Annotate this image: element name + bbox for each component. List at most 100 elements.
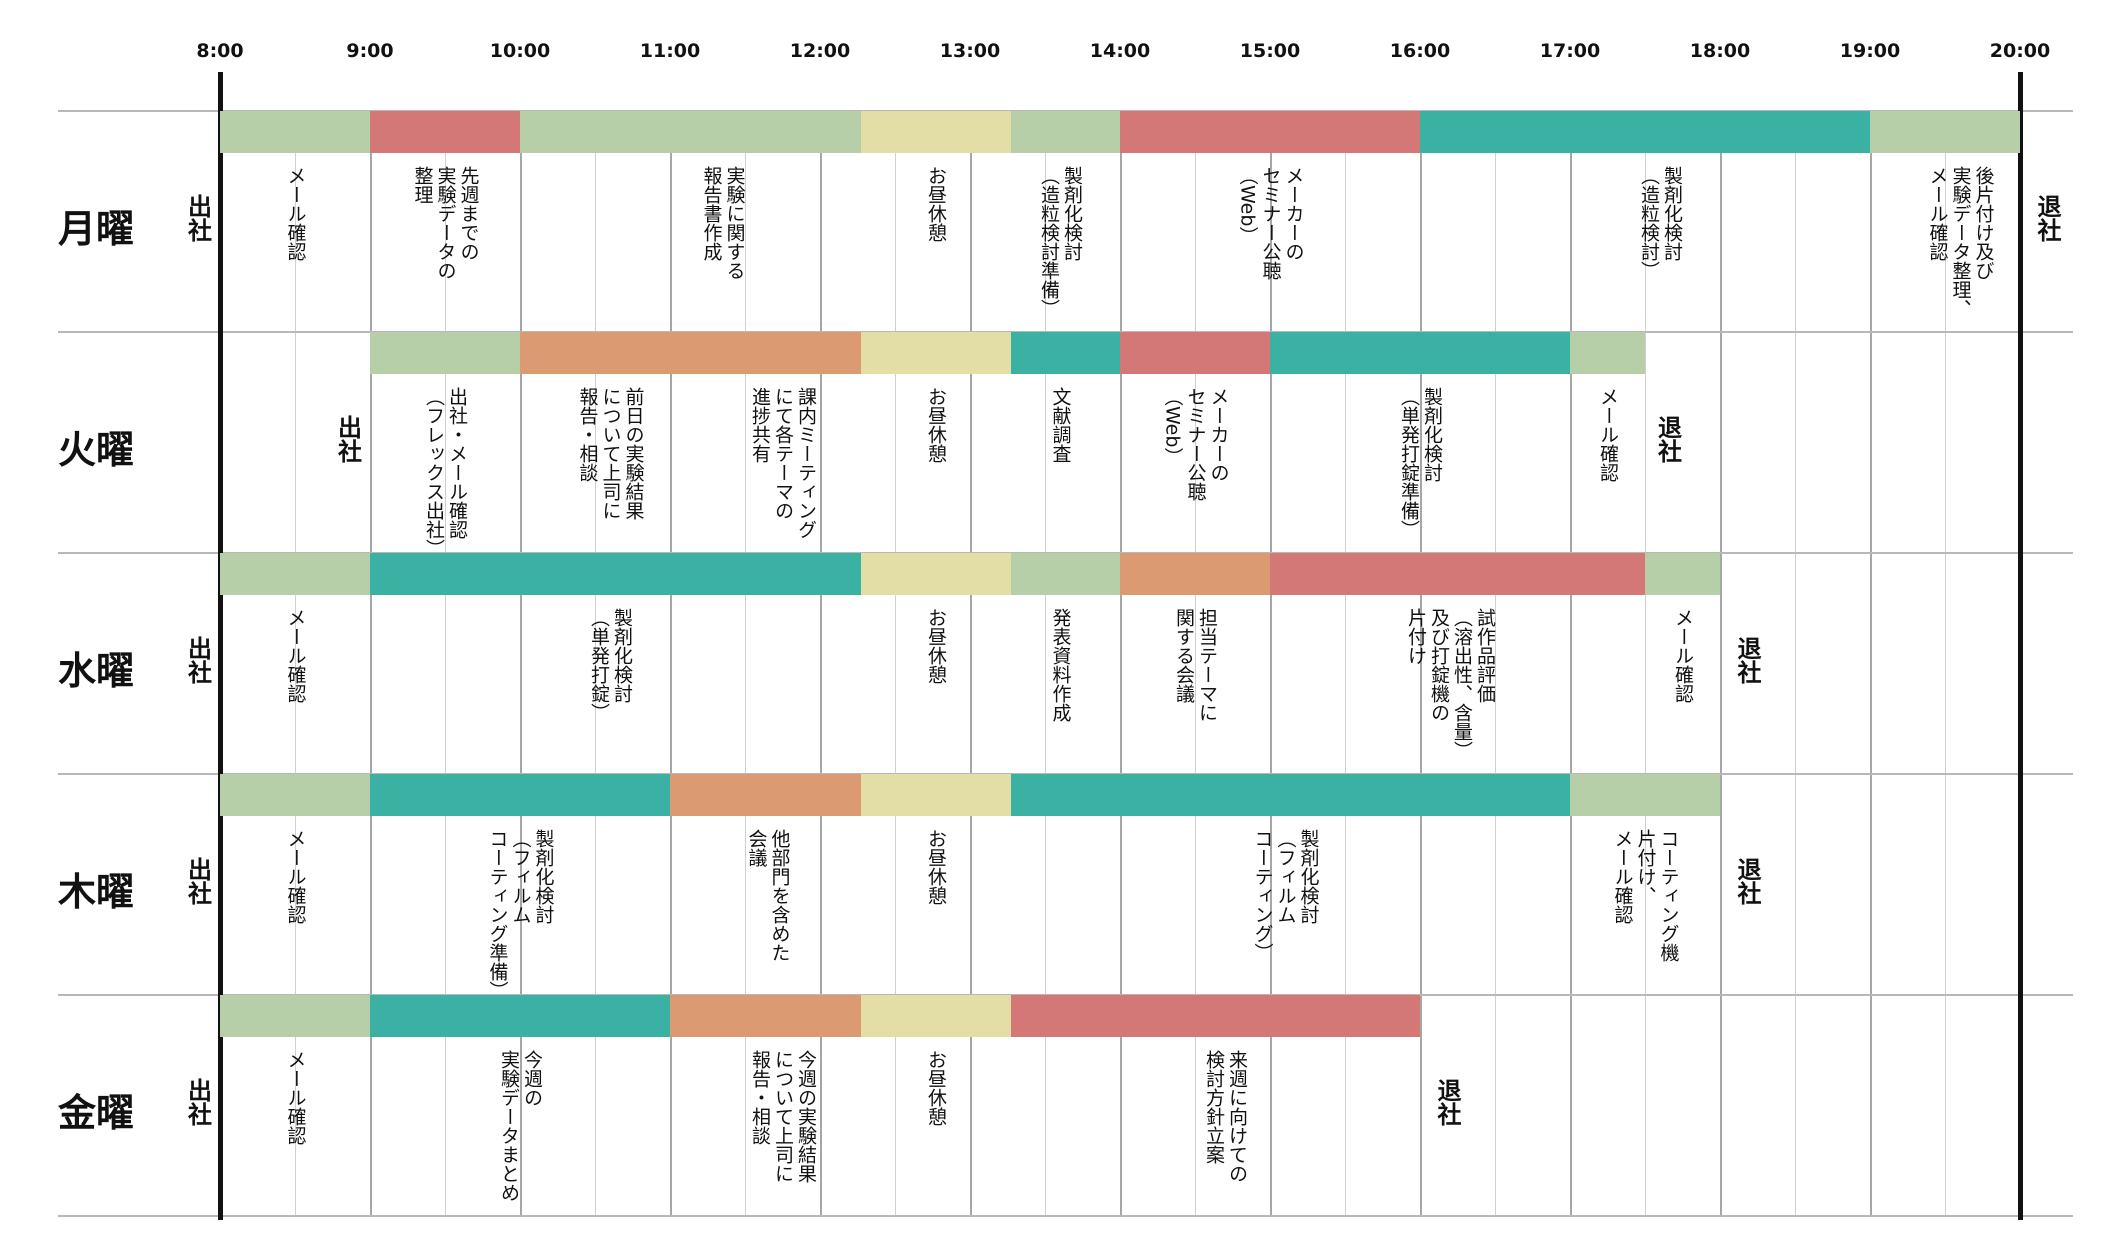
task-label: 出社・メール確認 （フレックス出社） [423, 387, 468, 558]
schedule-block [220, 774, 370, 816]
task-label: 文献調査 [1049, 387, 1072, 463]
day-label: 月曜 [58, 207, 135, 251]
schedule-block [1120, 332, 1270, 374]
half-hour-gridline [745, 110, 746, 1215]
task-label: メール確認 [284, 166, 307, 261]
row-separator [58, 110, 2073, 112]
schedule-block [1010, 553, 1120, 595]
schedule-block [1420, 111, 1870, 153]
schedule-block [370, 553, 861, 595]
time-tick-label: 18:00 [1689, 40, 1751, 62]
half-hour-gridline [1795, 110, 1796, 1215]
time-tick-label: 14:00 [1089, 40, 1151, 62]
schedule-block [370, 332, 520, 374]
task-label: お昼休憩 [925, 1050, 947, 1126]
row-separator [58, 1215, 2073, 1217]
half-hour-gridline [295, 110, 296, 1215]
hour-gridline [520, 110, 522, 1215]
task-label: 製剤化検討 （フィルム コーティング） [1251, 829, 1320, 962]
task-label: 今週の実験結果 について上司に 報告・相談 [749, 1050, 817, 1183]
hour-gridline [370, 110, 372, 1215]
task-label: 担当テーマに 関する会議 [1173, 608, 1218, 722]
task-label: 今週の 実験データまとめ [498, 1050, 543, 1202]
row-separator [58, 994, 2073, 996]
end-marker: 退社 [1733, 857, 1761, 905]
schedule-block [370, 995, 670, 1037]
schedule-block [220, 111, 370, 153]
task-label: 後片付け及び 実験データ整理、 メール確認 [1926, 166, 1995, 318]
time-tick-label: 17:00 [1539, 40, 1601, 62]
hour-gridline [1270, 110, 1272, 1215]
schedule-block [1010, 774, 1570, 816]
schedule-block [1570, 774, 1720, 816]
task-label: 来週に向けての 検討方針立案 [1203, 1050, 1248, 1183]
task-label: 先週までの 実験データの 整理 [411, 166, 480, 280]
day-start-boundary [218, 72, 223, 1220]
task-label: お昼休憩 [925, 829, 947, 905]
schedule-block [1120, 553, 1270, 595]
schedule-block [860, 111, 1011, 153]
task-label: コーティング機 片付け、 メール確認 [1611, 829, 1680, 962]
time-tick-label: 20:00 [1989, 40, 2051, 62]
hour-gridline [1720, 110, 1722, 1215]
task-label: 実験に関する 報告書作成 [700, 166, 746, 280]
task-label: お昼休憩 [925, 608, 947, 684]
hour-gridline [1870, 110, 1872, 1215]
task-label: メール確認 [1672, 608, 1694, 703]
schedule-block [860, 774, 1011, 816]
row-separator [58, 331, 2073, 333]
hour-gridline [1120, 110, 1122, 1215]
task-label: メール確認 [284, 1050, 307, 1145]
start-marker: 出社 [183, 194, 212, 242]
schedule-block [1270, 553, 1645, 595]
task-label: メール確認 [284, 608, 307, 703]
day-end-boundary [2018, 72, 2023, 1220]
schedule-block [670, 995, 861, 1037]
hour-gridline [970, 110, 972, 1215]
half-hour-gridline [1045, 110, 1046, 1215]
start-marker: 出社 [183, 857, 212, 905]
task-label: 製剤化検討 （フィルム コーティング準備） [486, 829, 555, 1000]
hour-gridline [670, 110, 672, 1215]
task-label: 試作品評価 （溶出性、含量） 及び打錠機の 片付け [1405, 608, 1496, 760]
half-hour-gridline [595, 110, 596, 1215]
schedule-block [220, 995, 370, 1037]
task-label: 発表資料作成 [1049, 608, 1072, 722]
task-label: メーカーの セミナー公聴 （Web） [1236, 166, 1305, 280]
schedule-block [1570, 332, 1645, 374]
row-separator [58, 552, 2073, 554]
task-label: お昼休憩 [925, 387, 947, 463]
hour-gridline [1570, 110, 1572, 1215]
half-hour-gridline [895, 110, 896, 1215]
half-hour-gridline [1645, 110, 1646, 1215]
time-tick-label: 13:00 [939, 40, 1001, 62]
task-label: メール確認 [284, 829, 307, 924]
time-tick-label: 12:00 [789, 40, 851, 62]
time-tick-label: 19:00 [1839, 40, 1901, 62]
schedule-block [1010, 995, 1420, 1037]
task-label: お昼休憩 [925, 166, 947, 242]
task-label: 製剤化検討 （造粒検討） [1638, 166, 1683, 280]
day-label: 金曜 [58, 1091, 135, 1135]
time-tick-label: 11:00 [639, 40, 701, 62]
hour-gridline [1420, 110, 1422, 1215]
start-marker: 出社 [183, 1078, 212, 1126]
task-label: メーカーの セミナー公聴 （Web） [1161, 387, 1230, 501]
end-marker: 退社 [1653, 415, 1682, 463]
half-hour-gridline [1345, 110, 1346, 1215]
task-label: 課内ミーティング にて各テーマの 進捗共有 [749, 387, 817, 539]
start-marker: 出社 [333, 415, 362, 463]
task-label: 前日の実験結果 について上司に 報告・相談 [576, 387, 645, 520]
half-hour-gridline [1495, 110, 1496, 1215]
schedule-block [1010, 111, 1120, 153]
day-label: 水曜 [58, 649, 135, 693]
day-label: 火曜 [58, 428, 135, 472]
time-tick-label: 10:00 [489, 40, 551, 62]
task-label: 他部門を含めた 会議 [745, 829, 791, 962]
row-separator [58, 773, 2073, 775]
schedule-block [520, 332, 861, 374]
hour-gridline [820, 110, 822, 1215]
schedule-block [1645, 553, 1720, 595]
end-marker: 退社 [2033, 194, 2061, 242]
